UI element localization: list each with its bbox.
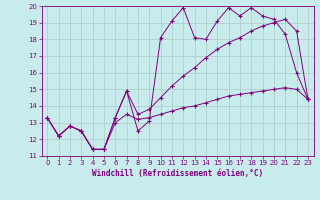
X-axis label: Windchill (Refroidissement éolien,°C): Windchill (Refroidissement éolien,°C) [92,169,263,178]
